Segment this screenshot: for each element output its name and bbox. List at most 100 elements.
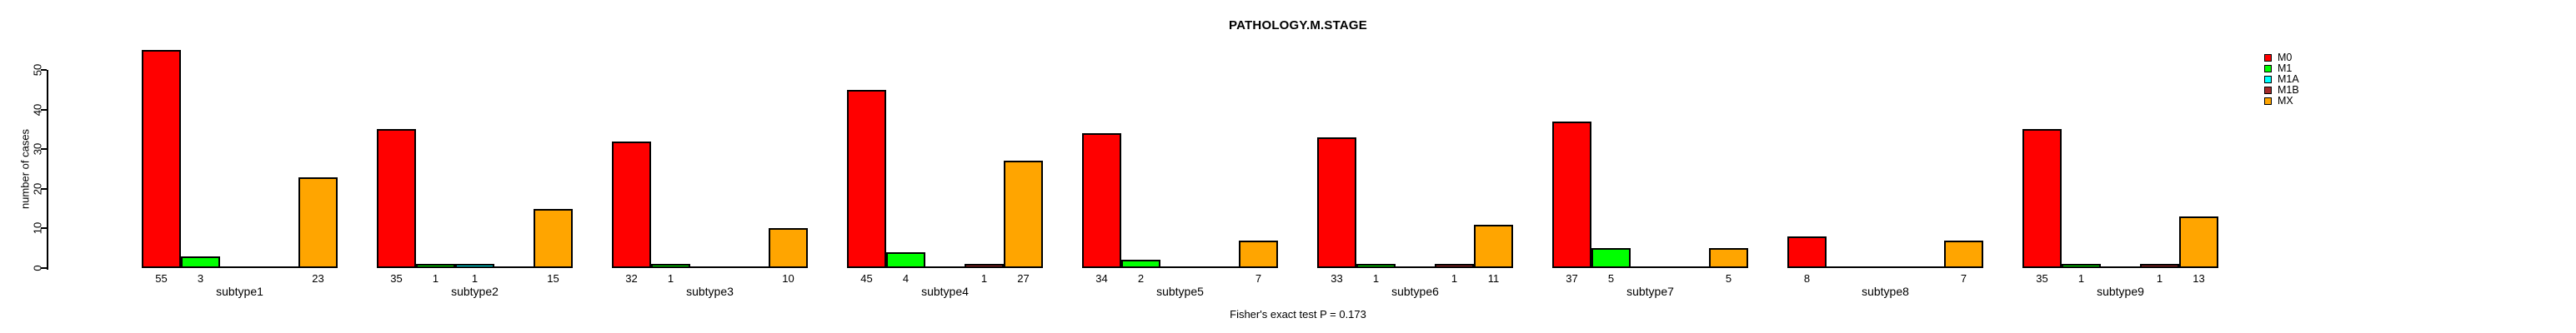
y-axis-tick [41,148,47,151]
bar-value-label: 34 [1095,272,1108,285]
y-axis-tick [41,187,47,190]
bar-value-label: 8 [1803,272,1811,285]
bar-value-label: 10 [782,272,794,285]
bar-value-label: 32 [625,272,638,285]
x-axis-group-label: subtype8 [1862,285,1909,298]
legend-label: M1 [2278,62,2293,74]
x-axis-group-label: subtype3 [686,285,734,298]
bar-value-label: 7 [1960,272,1967,285]
bar-subtype6-m1b [1435,264,1474,268]
zero-baseline-segment [1200,266,1239,268]
y-axis-tick-label: 20 [31,182,44,196]
bar-subtype1-m0 [142,50,181,268]
bar-subtype4-m1b [965,264,1004,268]
bar-subtype7-m0 [1552,121,1591,268]
legend-swatch-icon [2264,97,2272,105]
bar-value-label: 3 [197,272,204,285]
legend-swatch-icon [2264,54,2272,62]
bar-subtype6-m1 [1356,264,1396,268]
x-axis-group-label: subtype1 [216,285,263,298]
y-axis-tick [41,267,47,269]
zero-baseline-segment [925,266,965,268]
bar-value-label: 15 [547,272,559,285]
bar-subtype7-m1 [1591,248,1631,268]
legend-item-m0: M0 [2264,52,2299,63]
bar-value-label: 7 [1255,272,1262,285]
legend-item-m1: M1 [2264,63,2299,74]
bar-value-label: 11 [1487,272,1500,285]
bar-value-label: 1 [667,272,674,285]
zero-baseline-segment [1160,266,1200,268]
bar-value-label: 1 [1372,272,1380,285]
bar-value-label: 2 [1137,272,1145,285]
bar-subtype4-m1 [886,251,925,268]
legend-item-m1b: M1B [2264,85,2299,96]
bar-subtype6-mx [1474,224,1513,268]
x-axis-group-label: subtype5 [1156,285,1204,298]
legend: M0 M1 M1A M1B MX [2264,52,2299,107]
bar-subtype8-m0 [1787,236,1827,268]
zero-baseline-segment [259,266,298,268]
bar-subtype1-mx [298,176,338,268]
legend-item-m1a: M1A [2264,74,2299,85]
legend-swatch-icon [2264,65,2272,72]
bar-subtype9-m1 [2062,264,2101,268]
bar-value-label: 33 [1331,272,1343,285]
legend-label: MX [2278,95,2293,107]
bar-subtype4-m0 [847,89,886,268]
bar-value-label: 27 [1017,272,1030,285]
legend-swatch-icon [2264,87,2272,94]
fisher-test-annotation: Fisher's exact test P = 0.173 [1230,308,1366,321]
y-axis-tick-label: 40 [31,103,44,116]
bar-subtype2-m1 [416,264,455,268]
bar-subtype8-mx [1944,240,1983,268]
legend-label: M1A [2278,73,2299,85]
bar-value-label: 35 [2036,272,2048,285]
y-axis-title: number of cases [18,128,32,210]
zero-baseline-segment [1827,266,1866,268]
bar-subtype3-m0 [612,141,651,268]
x-axis-group-label: subtype6 [1391,285,1439,298]
bar-subtype5-m1 [1121,260,1160,268]
zero-baseline-segment [2101,266,2140,268]
bar-subtype3-mx [769,228,808,268]
zero-baseline-segment [494,266,534,268]
y-axis-tick-label: 30 [31,142,44,156]
bar-subtype1-m1 [181,256,220,268]
bar-value-label: 1 [2077,272,2085,285]
legend-label: M1B [2278,84,2299,96]
y-axis-tick [41,108,47,111]
zero-baseline-segment [1866,266,1905,268]
bar-value-label: 5 [1725,272,1732,285]
bar-value-label: 1 [980,272,988,285]
bar-subtype5-m0 [1082,133,1121,268]
legend-label: M0 [2278,52,2293,63]
bar-value-label: 1 [471,272,479,285]
bar-subtype6-m0 [1317,137,1356,268]
bar-value-label: 1 [1451,272,1458,285]
bar-value-label: 45 [860,272,873,285]
bar-subtype7-mx [1709,248,1748,268]
bar-subtype9-m0 [2022,129,2062,268]
bar-value-label: 4 [902,272,910,285]
bar-subtype9-m1b [2140,264,2179,268]
zero-baseline-segment [220,266,259,268]
x-axis-group-label: subtype2 [451,285,499,298]
y-axis-tick [41,69,47,71]
zero-baseline-segment [1670,266,1709,268]
zero-baseline-segment [1631,266,1670,268]
zero-baseline-segment [1396,266,1435,268]
legend-item-mx: MX [2264,96,2299,107]
bar-subtype3-m1 [651,264,690,268]
bar-value-label: 55 [155,272,168,285]
bar-subtype4-mx [1004,161,1043,268]
bar-value-label: 37 [1566,272,1578,285]
bar-value-label: 23 [312,272,324,285]
bar-subtype2-m1a [455,264,494,268]
bar-value-label: 5 [1607,272,1615,285]
bar-value-label: 1 [432,272,439,285]
zero-baseline-segment [1905,266,1944,268]
bar-value-label: 1 [2156,272,2163,285]
chart-title: PATHOLOGY.M.STAGE [1229,18,1367,32]
